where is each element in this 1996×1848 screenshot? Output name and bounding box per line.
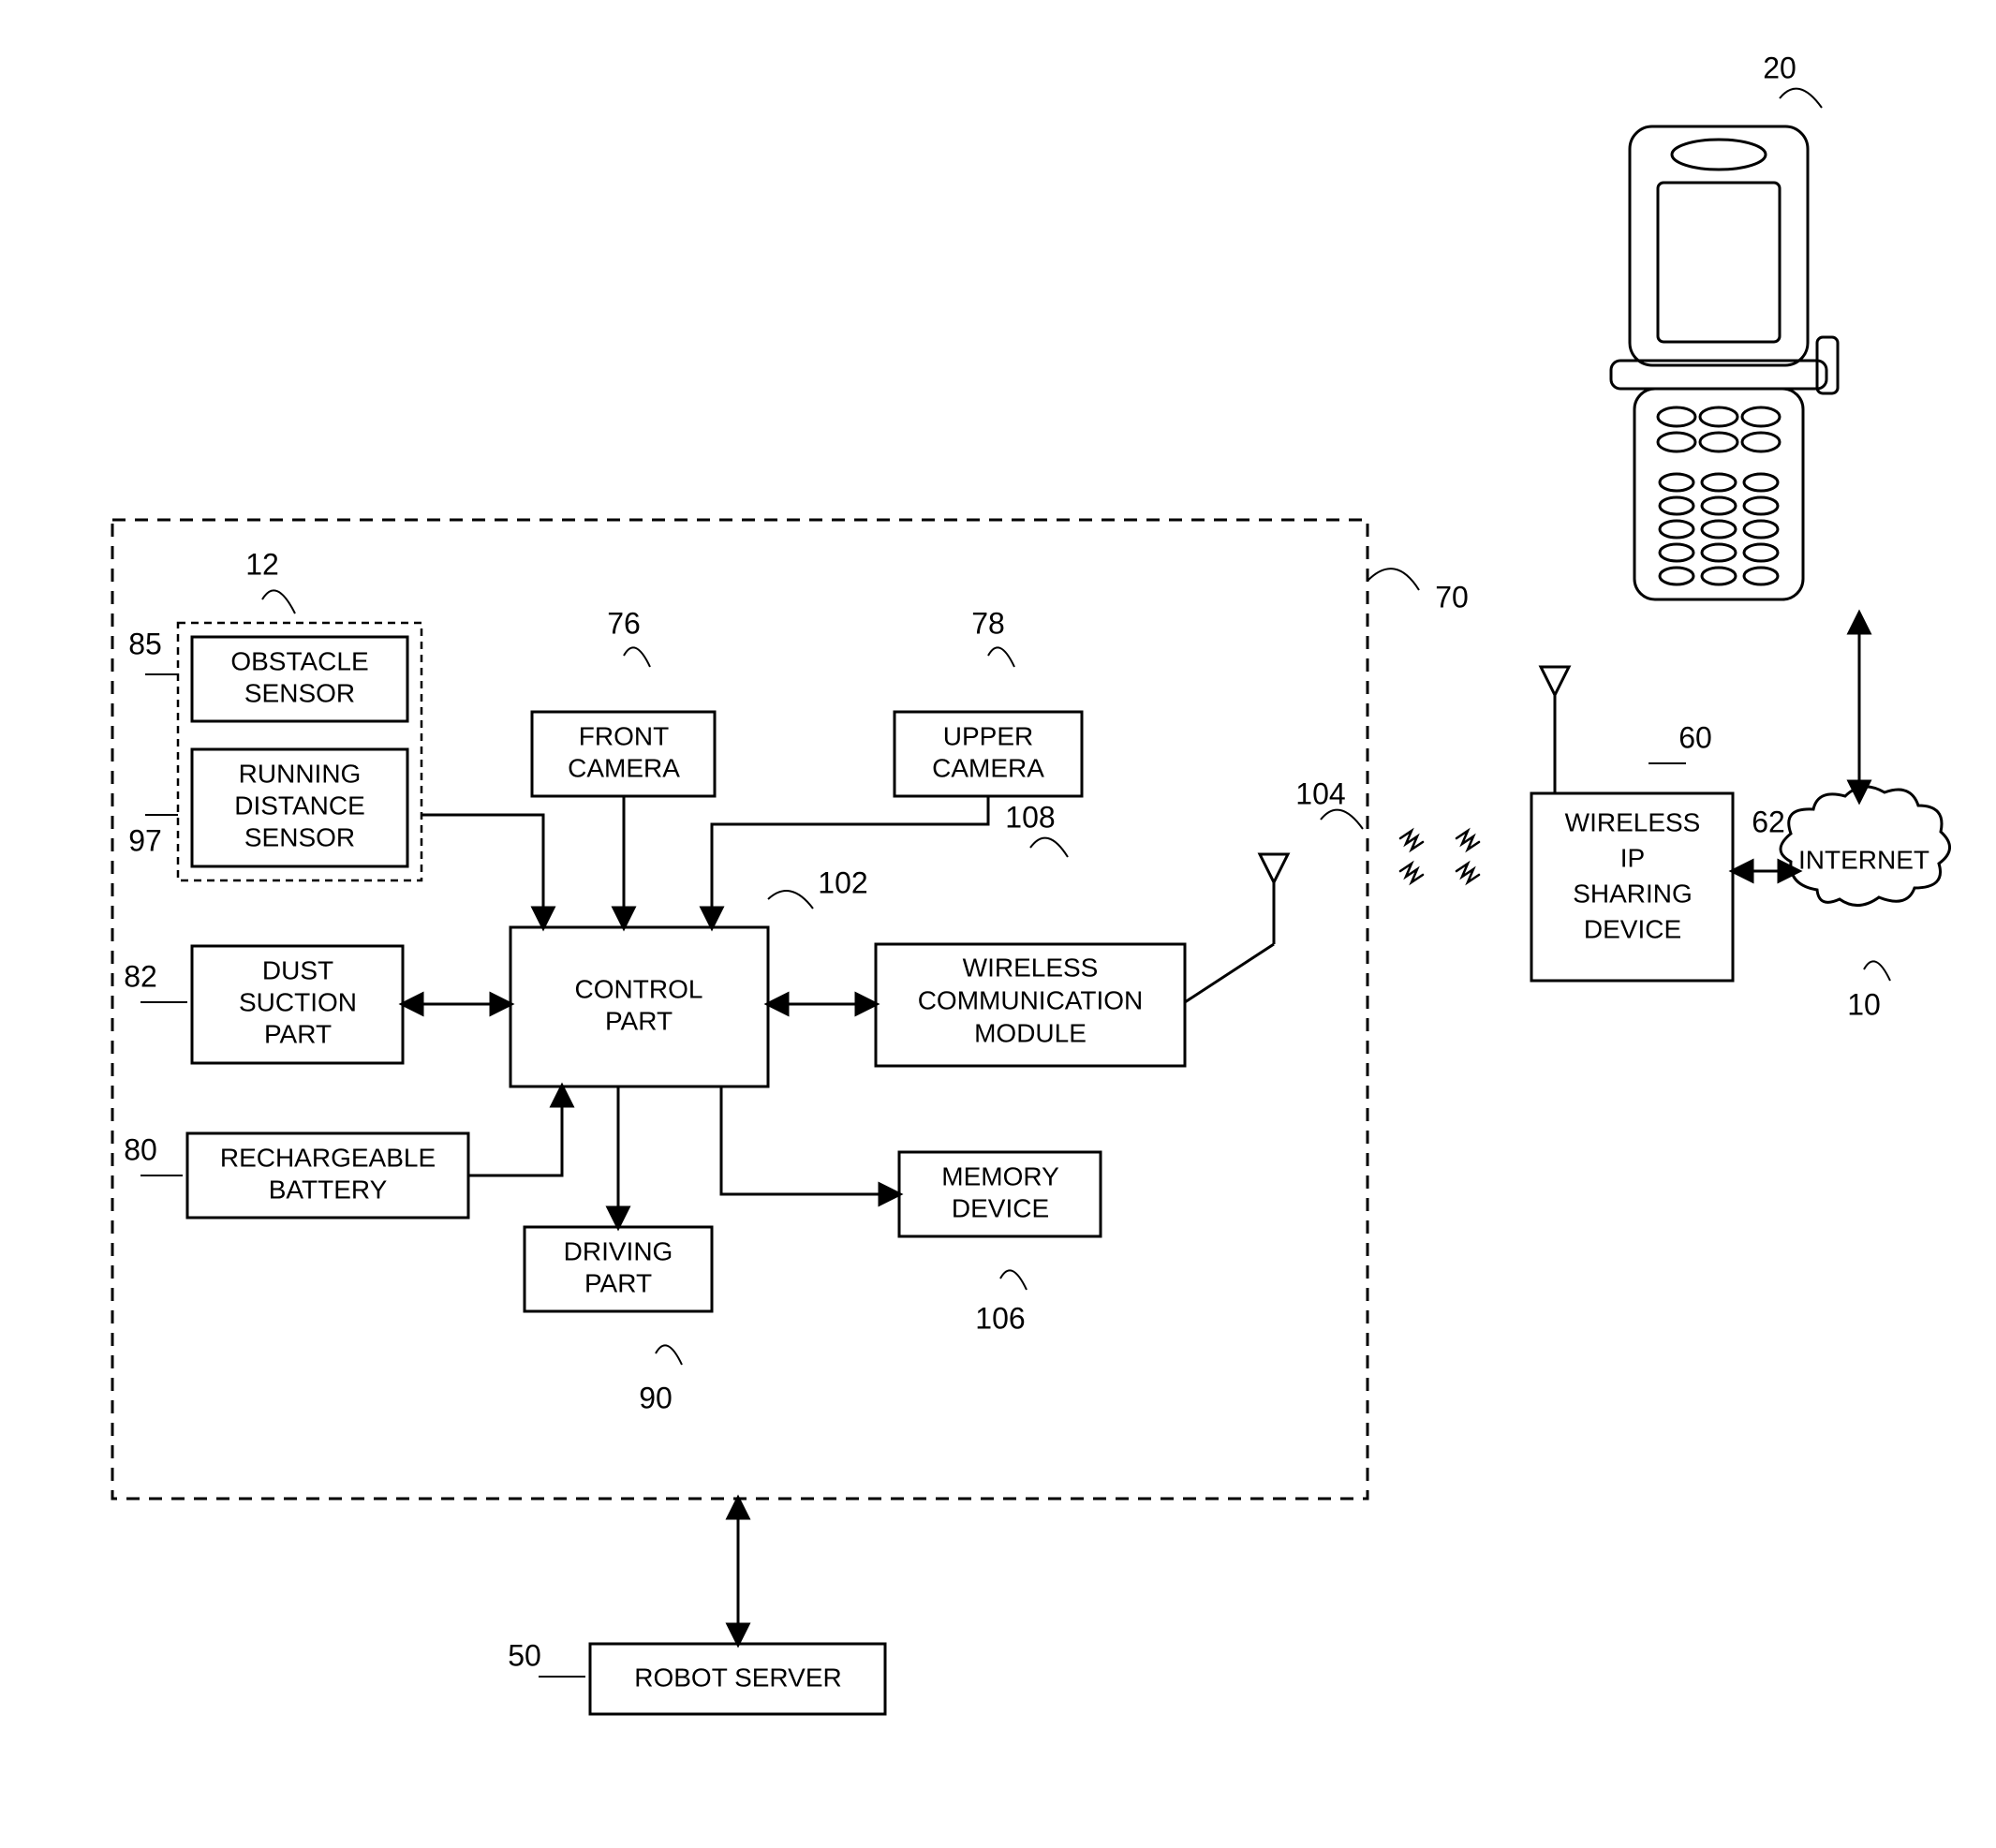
control-part-l1: CONTROL bbox=[575, 974, 703, 1003]
internal-antenna-icon bbox=[1260, 854, 1288, 944]
conn-uppercam-control bbox=[712, 796, 988, 927]
mobile-phone-icon bbox=[1611, 126, 1838, 599]
driving-part-ref: 90 bbox=[639, 1381, 673, 1414]
battery-l1: RECHARGEABLE bbox=[220, 1143, 436, 1172]
running-sensor-ref: 97 bbox=[128, 823, 162, 857]
dust-suction-block: DUST SUCTION PART bbox=[192, 946, 403, 1063]
front-camera-ref: 76 bbox=[607, 606, 641, 640]
upper-camera-l1: UPPER bbox=[943, 721, 1033, 750]
ip-sharing-l2: IP bbox=[1620, 843, 1645, 872]
dust-suction-l1: DUST bbox=[262, 955, 333, 984]
internet-label: INTERNET bbox=[1798, 845, 1929, 874]
robot-server-l1: ROBOT SERVER bbox=[634, 1663, 841, 1692]
memory-device-block: MEMORY DEVICE bbox=[899, 1152, 1101, 1236]
driving-part-l2: PART bbox=[584, 1268, 652, 1297]
obstacle-sensor-block: OBSTACLE SENSOR bbox=[192, 637, 407, 721]
conn-module-antenna bbox=[1185, 944, 1274, 1002]
ip-sharing-block: WIRELESS IP SHARING DEVICE bbox=[1531, 793, 1733, 981]
battery-ref: 80 bbox=[124, 1132, 157, 1166]
control-part-l2: PART bbox=[605, 1006, 673, 1035]
ipsharing-connector-ref: 62 bbox=[1752, 805, 1785, 838]
conn-battery-control bbox=[468, 1087, 562, 1175]
front-camera-l2: CAMERA bbox=[568, 753, 680, 782]
ip-sharing-ref: 60 bbox=[1678, 720, 1712, 754]
ip-sharing-l4: DEVICE bbox=[1584, 914, 1681, 943]
wireless-module-l1: WIRELESS bbox=[963, 953, 1099, 982]
memory-device-ref: 106 bbox=[975, 1301, 1025, 1335]
main-frame-ref: 70 bbox=[1435, 580, 1469, 614]
conn-sensors-control bbox=[421, 815, 543, 927]
dust-suction-l2: SUCTION bbox=[239, 987, 357, 1016]
internet-cloud: INTERNET bbox=[1781, 787, 1950, 906]
running-sensor-l1: RUNNING bbox=[239, 759, 362, 788]
robot-server-ref: 50 bbox=[508, 1638, 541, 1672]
battery-l2: BATTERY bbox=[269, 1175, 388, 1204]
upper-camera-block: UPPER CAMERA bbox=[895, 712, 1082, 796]
dust-suction-l3: PART bbox=[264, 1019, 332, 1048]
upper-camera-ref: 78 bbox=[971, 606, 1005, 640]
driving-part-block: DRIVING PART bbox=[525, 1227, 712, 1311]
ip-sharing-l1: WIRELESS bbox=[1565, 807, 1701, 836]
running-sensor-l3: SENSOR bbox=[244, 822, 355, 851]
wireless-module-block: WIRELESS COMMUNICATION MODULE bbox=[876, 944, 1185, 1066]
dust-suction-ref: 82 bbox=[124, 959, 157, 993]
obstacle-sensor-l1: OBSTACLE bbox=[230, 646, 368, 675]
wireless-module-ref: 108 bbox=[1005, 800, 1055, 834]
memory-device-l2: DEVICE bbox=[952, 1193, 1049, 1222]
internal-antenna-ref: 104 bbox=[1295, 776, 1345, 810]
control-part-ref: 102 bbox=[818, 865, 867, 899]
running-sensor-l2: DISTANCE bbox=[234, 791, 365, 820]
driving-part-l1: DRIVING bbox=[564, 1236, 673, 1265]
front-camera-l1: FRONT bbox=[579, 721, 669, 750]
wireless-module-l3: MODULE bbox=[974, 1018, 1087, 1047]
phone-ref: 20 bbox=[1763, 51, 1796, 84]
diagram-canvas: 70 12 OBSTACLE SENSOR 85 RUNNING DISTANC… bbox=[0, 0, 1996, 1848]
internet-ref: 10 bbox=[1847, 987, 1881, 1021]
robot-server-block: ROBOT SERVER bbox=[590, 1644, 885, 1714]
upper-camera-l2: CAMERA bbox=[932, 753, 1044, 782]
control-part-block: CONTROL PART bbox=[510, 927, 768, 1087]
running-sensor-block: RUNNING DISTANCE SENSOR bbox=[192, 749, 407, 866]
front-camera-block: FRONT CAMERA bbox=[532, 712, 715, 796]
wireless-link-icon bbox=[1400, 831, 1479, 882]
wireless-module-l2: COMMUNICATION bbox=[918, 985, 1144, 1014]
battery-block: RECHARGEABLE BATTERY bbox=[187, 1133, 468, 1218]
memory-device-l1: MEMORY bbox=[941, 1161, 1059, 1190]
obstacle-sensor-ref: 85 bbox=[128, 627, 162, 660]
obstacle-sensor-l2: SENSOR bbox=[244, 678, 355, 707]
sensor-frame-ref: 12 bbox=[245, 547, 279, 581]
external-antenna-icon bbox=[1541, 667, 1569, 793]
ip-sharing-l3: SHARING bbox=[1573, 879, 1693, 908]
conn-control-memory bbox=[721, 1087, 899, 1194]
